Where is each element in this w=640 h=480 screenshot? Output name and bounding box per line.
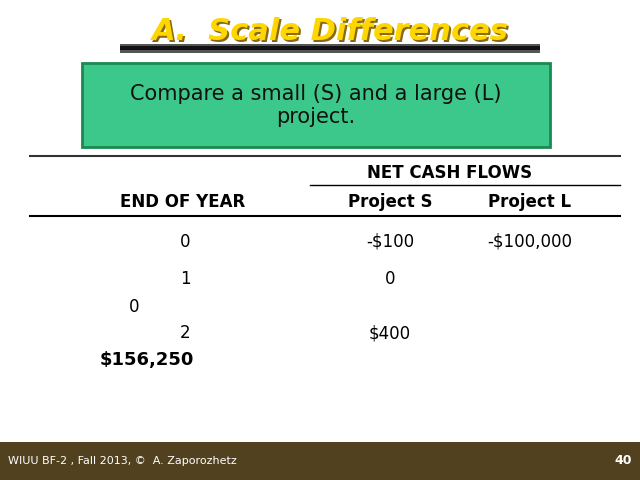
Text: WIUU BF-2 , Fall 2013, ©  A. Zaporozhetz: WIUU BF-2 , Fall 2013, © A. Zaporozhetz [8, 456, 237, 466]
Text: NET CASH FLOWS: NET CASH FLOWS [367, 165, 532, 182]
Text: -$100: -$100 [366, 233, 414, 251]
Text: Compare a small (S) and a large (L)
project.: Compare a small (S) and a large (L) proj… [131, 84, 502, 127]
Text: A.  Scale Differences: A. Scale Differences [152, 17, 508, 46]
Text: Project L: Project L [488, 193, 572, 211]
Text: Project S: Project S [348, 193, 432, 211]
Text: 0: 0 [180, 233, 190, 251]
Text: 0: 0 [129, 298, 139, 316]
Text: A.  Scale Differences: A. Scale Differences [154, 19, 511, 48]
Text: 2: 2 [180, 324, 190, 342]
Bar [120, 46, 540, 50]
Text: 40: 40 [614, 454, 632, 468]
Bar [120, 44, 540, 53]
Bar [82, 63, 550, 147]
Text: $156,250: $156,250 [100, 350, 195, 369]
Text: 0: 0 [385, 270, 396, 288]
Text: -$100,000: -$100,000 [488, 233, 573, 251]
Text: END OF YEAR: END OF YEAR [120, 193, 245, 211]
Text: 1: 1 [180, 270, 190, 288]
Text: $400: $400 [369, 324, 411, 342]
